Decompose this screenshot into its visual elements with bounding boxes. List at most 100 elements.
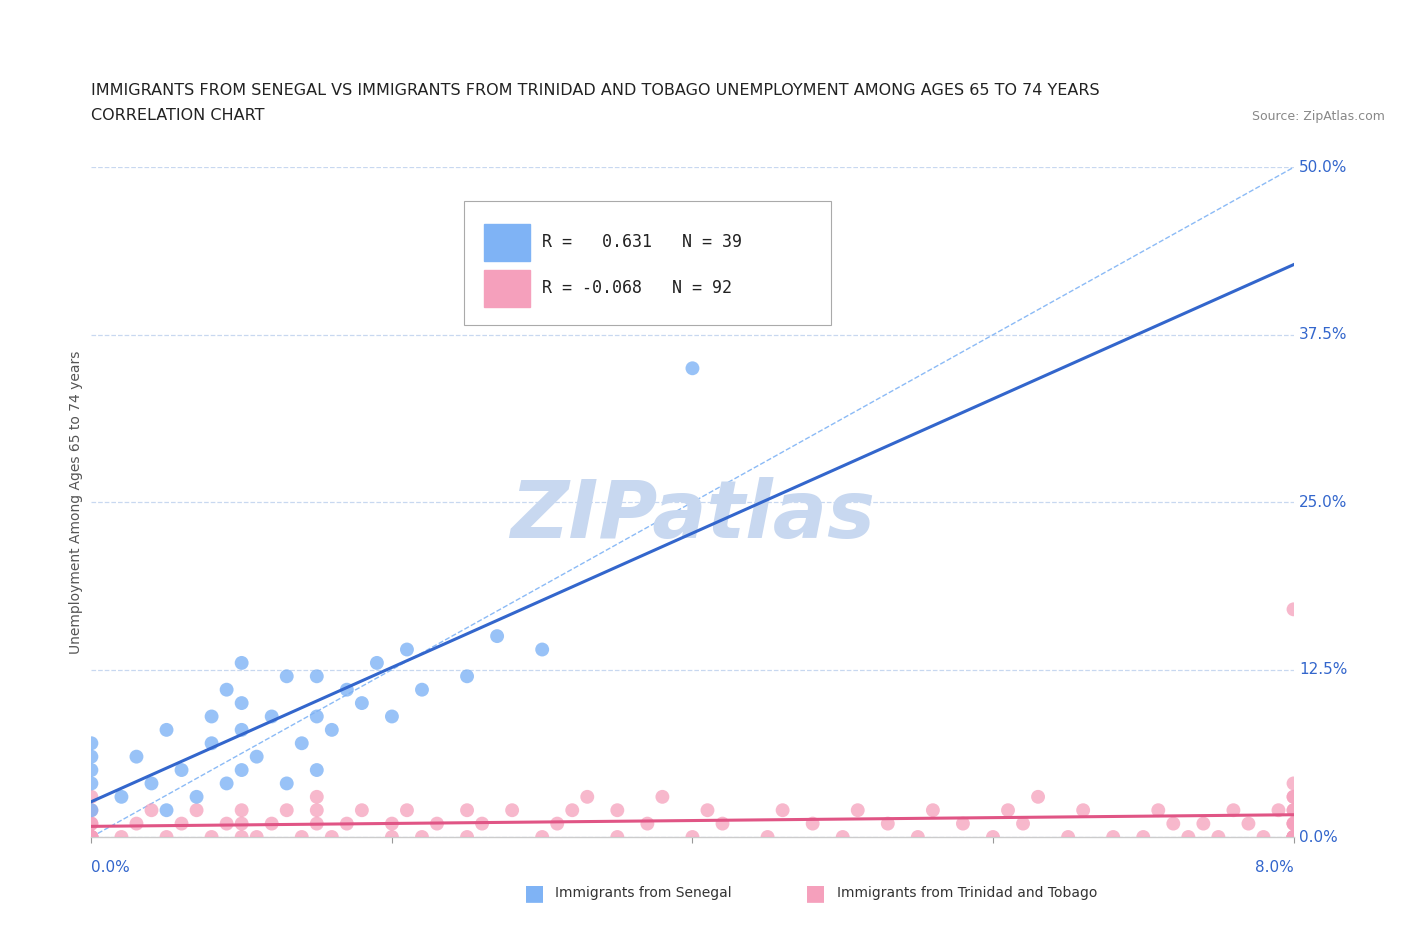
Point — [1253, 830, 1275, 844]
Point — [186, 803, 208, 817]
Point — [305, 763, 328, 777]
Point — [231, 656, 253, 671]
Point — [1282, 803, 1305, 817]
Bar — [485, 224, 530, 261]
Point — [141, 776, 163, 790]
Point — [110, 830, 132, 844]
Point — [1282, 830, 1305, 844]
Point — [260, 709, 283, 724]
Point — [155, 830, 177, 844]
Point — [606, 830, 628, 844]
Text: ZIPatlas: ZIPatlas — [510, 476, 875, 554]
Point — [456, 669, 478, 684]
Point — [456, 830, 478, 844]
Point — [350, 696, 373, 711]
Point — [305, 803, 328, 817]
Point — [1222, 803, 1244, 817]
Point — [531, 642, 554, 657]
Point — [1026, 790, 1049, 804]
Point — [711, 817, 734, 831]
FancyBboxPatch shape — [464, 201, 831, 325]
Point — [231, 723, 253, 737]
Point — [801, 817, 824, 831]
Point — [336, 817, 359, 831]
Point — [80, 830, 103, 844]
Point — [1282, 830, 1305, 844]
Point — [246, 830, 269, 844]
Point — [546, 817, 568, 831]
Point — [366, 656, 388, 671]
Point — [80, 817, 103, 831]
Point — [981, 830, 1004, 844]
Point — [260, 817, 283, 831]
Point — [1282, 602, 1305, 617]
Point — [170, 763, 193, 777]
Point — [215, 817, 238, 831]
Text: 50.0%: 50.0% — [1299, 160, 1347, 175]
Point — [276, 776, 298, 790]
Point — [1071, 803, 1094, 817]
Point — [215, 776, 238, 790]
Point — [381, 830, 404, 844]
Point — [80, 736, 103, 751]
Point — [201, 736, 224, 751]
Point — [231, 830, 253, 844]
Text: 0.0%: 0.0% — [91, 860, 131, 875]
Text: ■: ■ — [806, 883, 825, 903]
Point — [471, 817, 494, 831]
Text: 0.0%: 0.0% — [1299, 830, 1339, 844]
Point — [170, 817, 193, 831]
Point — [846, 803, 869, 817]
Point — [411, 683, 433, 698]
Point — [1177, 830, 1199, 844]
Point — [141, 803, 163, 817]
Point — [305, 817, 328, 831]
Point — [1147, 803, 1170, 817]
Point — [696, 803, 718, 817]
Point — [80, 803, 103, 817]
Point — [80, 830, 103, 844]
Point — [80, 790, 103, 804]
Text: 8.0%: 8.0% — [1254, 860, 1294, 875]
Point — [1282, 803, 1305, 817]
Point — [997, 803, 1019, 817]
Point — [231, 763, 253, 777]
Point — [651, 790, 673, 804]
Point — [426, 817, 449, 831]
Point — [395, 803, 418, 817]
Point — [350, 803, 373, 817]
Point — [231, 696, 253, 711]
Text: 25.0%: 25.0% — [1299, 495, 1347, 510]
Point — [305, 709, 328, 724]
Point — [561, 803, 583, 817]
Point — [80, 830, 103, 844]
Point — [831, 830, 853, 844]
Text: Immigrants from Senegal: Immigrants from Senegal — [555, 885, 733, 900]
Point — [907, 830, 929, 844]
Point — [681, 830, 703, 844]
Point — [411, 830, 433, 844]
Point — [80, 803, 103, 817]
Point — [305, 669, 328, 684]
Text: 12.5%: 12.5% — [1299, 662, 1347, 677]
Point — [80, 830, 103, 844]
Y-axis label: Unemployment Among Ages 65 to 74 years: Unemployment Among Ages 65 to 74 years — [69, 351, 83, 654]
Point — [231, 817, 253, 831]
Point — [456, 803, 478, 817]
Point — [1012, 817, 1035, 831]
Point — [1102, 830, 1125, 844]
Text: IMMIGRANTS FROM SENEGAL VS IMMIGRANTS FROM TRINIDAD AND TOBAGO UNEMPLOYMENT AMON: IMMIGRANTS FROM SENEGAL VS IMMIGRANTS FR… — [91, 83, 1099, 98]
Text: Source: ZipAtlas.com: Source: ZipAtlas.com — [1251, 110, 1385, 123]
Point — [1192, 817, 1215, 831]
Point — [155, 723, 177, 737]
Point — [201, 830, 224, 844]
Point — [80, 776, 103, 790]
Point — [215, 683, 238, 698]
Text: 37.5%: 37.5% — [1299, 327, 1347, 342]
Point — [80, 750, 103, 764]
Point — [922, 803, 945, 817]
Point — [1057, 830, 1080, 844]
Point — [1237, 817, 1260, 831]
Text: R =   0.631   N = 39: R = 0.631 N = 39 — [543, 233, 742, 251]
Point — [1282, 830, 1305, 844]
